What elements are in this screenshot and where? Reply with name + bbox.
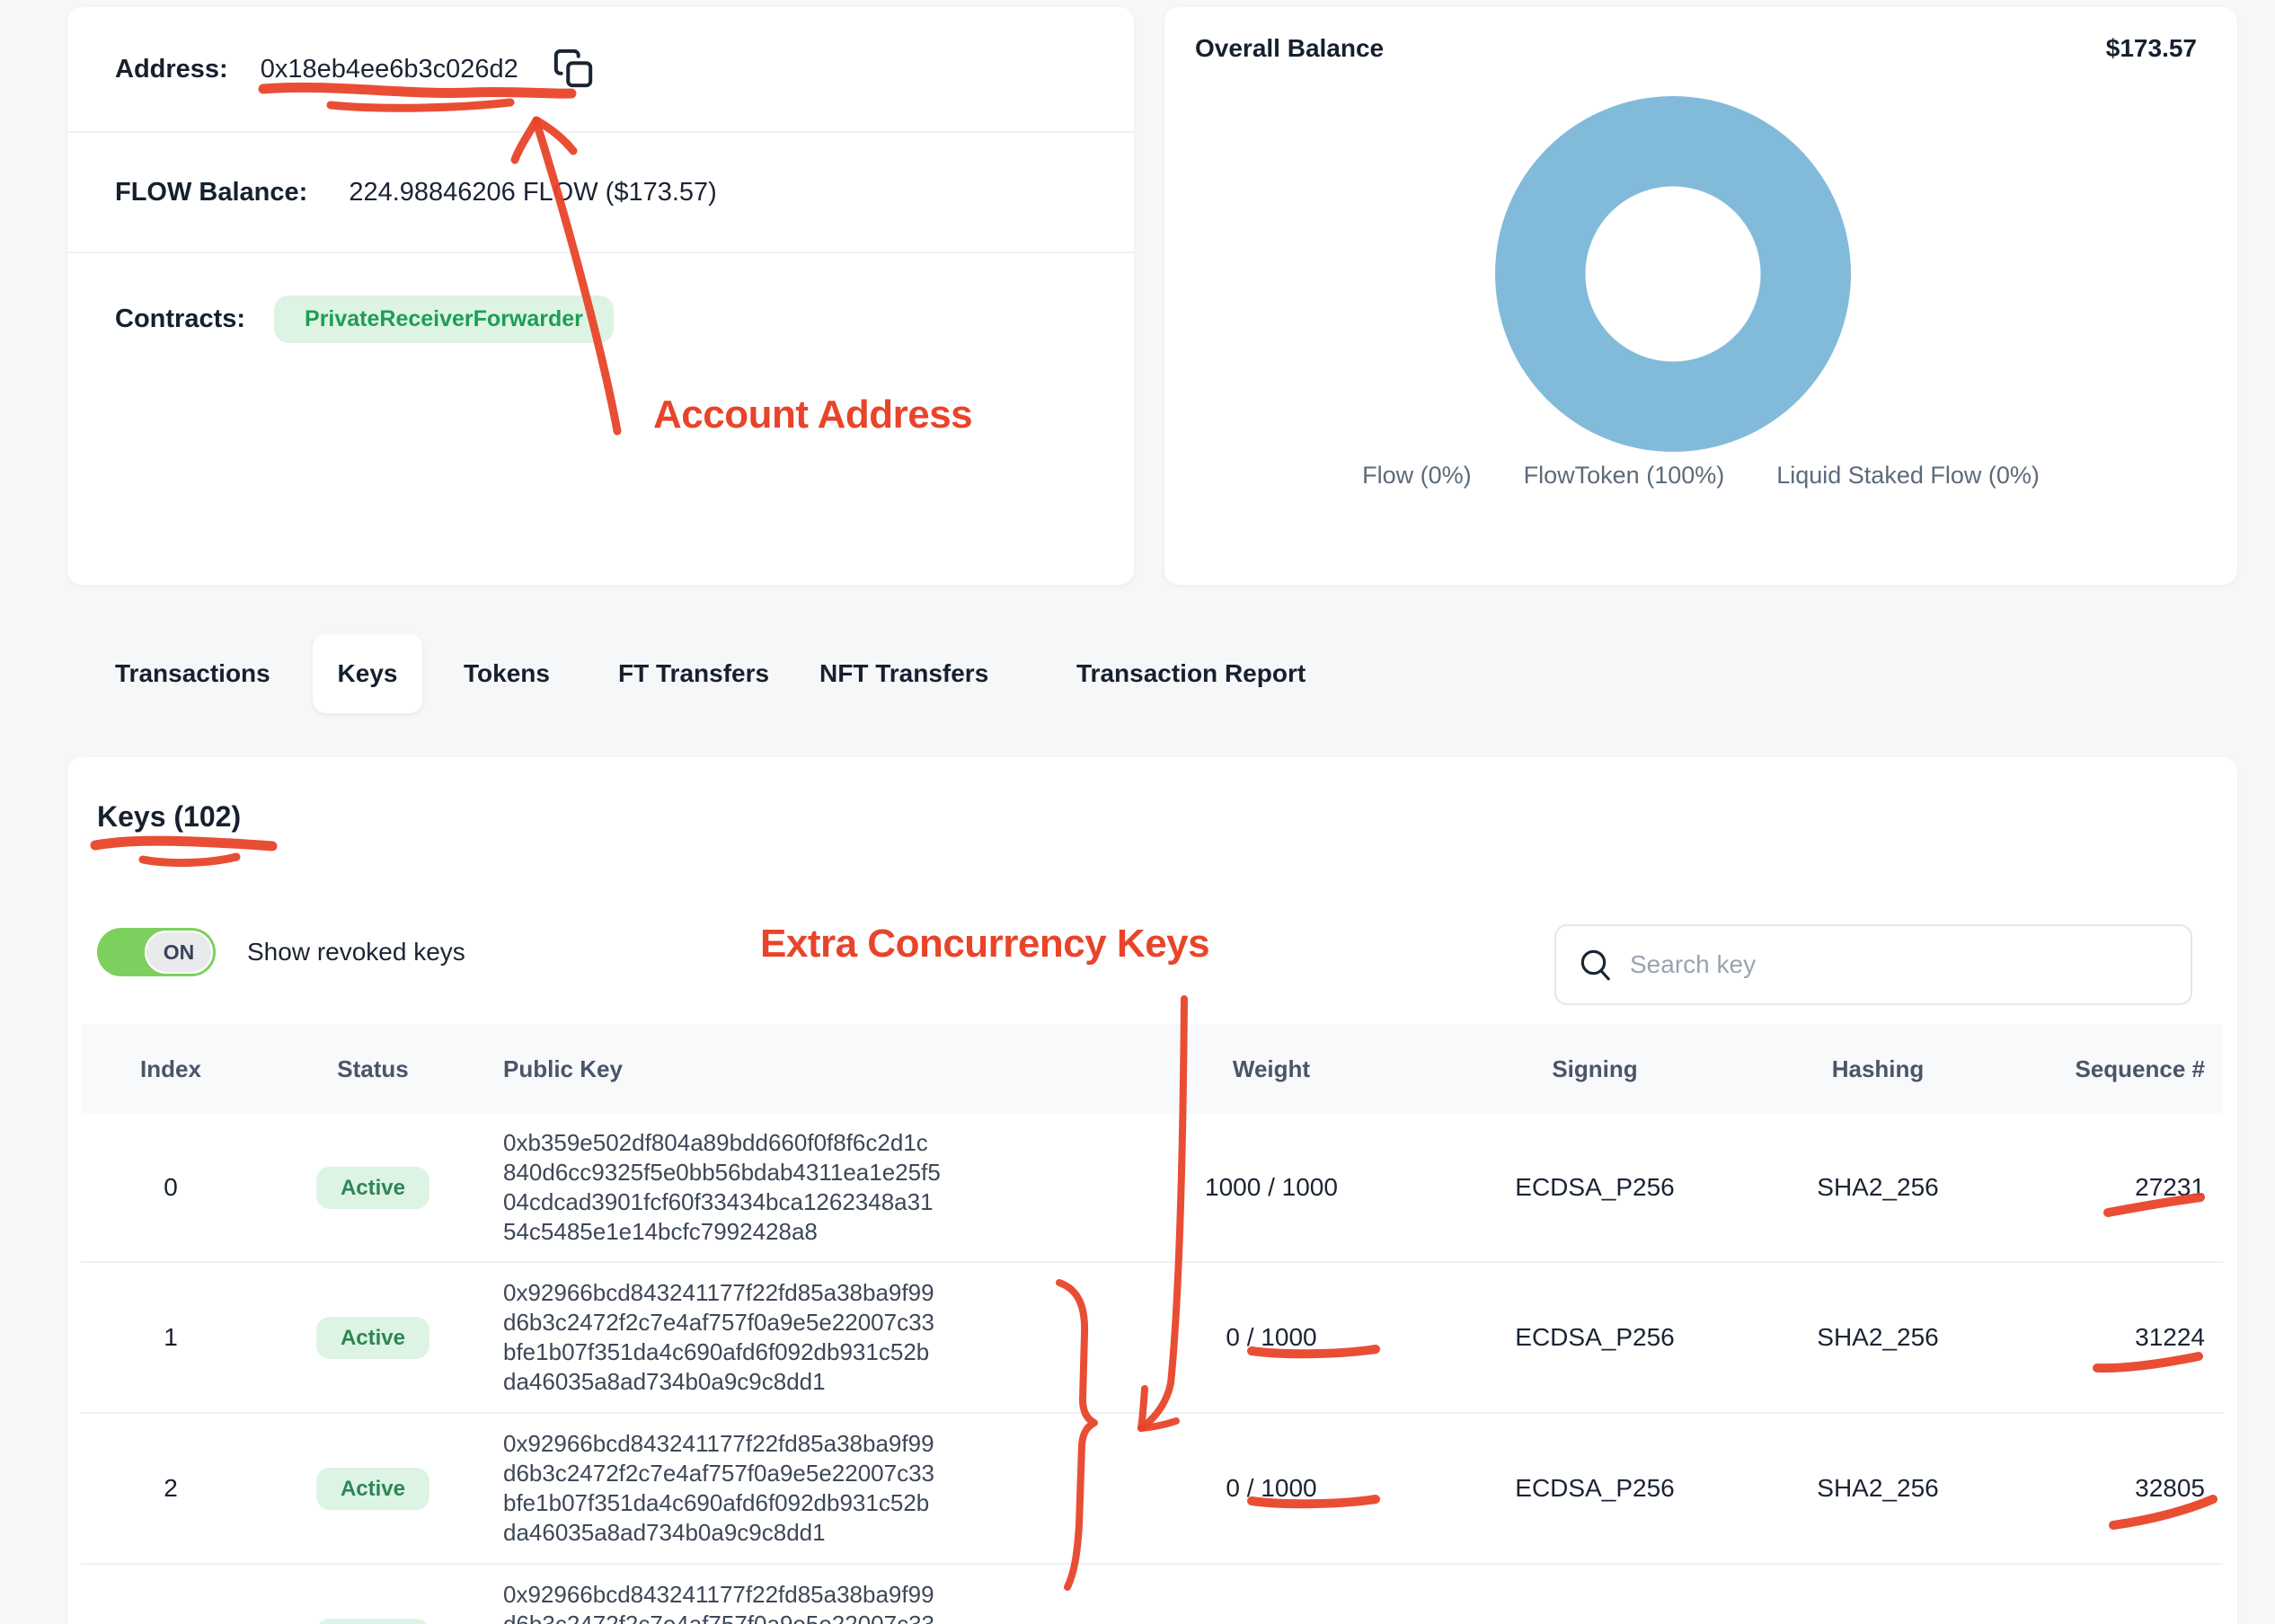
- header-status: Status: [337, 1055, 409, 1082]
- tab-transactions[interactable]: Transactions: [115, 659, 270, 687]
- tab-ft-transfers[interactable]: FT Transfers: [618, 659, 770, 687]
- header-hashing: Hashing: [1831, 1055, 1925, 1082]
- flow-balance-value: 224.98846206 FLOW ($173.57): [349, 177, 717, 207]
- status-badge: Active: [315, 1467, 430, 1510]
- key-weight: 0 / 1000: [1226, 1474, 1317, 1502]
- key-signing: ECDSA_P256: [1515, 1474, 1675, 1502]
- key-sequence: 32805: [2135, 1474, 2205, 1502]
- public-key: 0x92966bcd843241177f22fd85a38ba9f99 d6b3…: [503, 1279, 935, 1395]
- header-sequence: Sequence #: [2075, 1055, 2205, 1082]
- key-hashing: SHA2_256: [1817, 1323, 1939, 1351]
- copy-address-button[interactable]: [553, 48, 594, 92]
- overall-balance-card: Overall Balance $173.57 Flow (0%) FlowTo…: [1164, 7, 2237, 585]
- table-row: 0 Active 0xb359e502df804a89bdd660f0f8f6c…: [81, 1114, 2223, 1263]
- show-revoked-keys-label: Show revoked keys: [247, 938, 465, 966]
- show-revoked-keys-toggle[interactable]: ON: [97, 928, 216, 976]
- public-key: 0x92966bcd843241177f22fd85a38ba9f99 d6b3…: [503, 1581, 935, 1624]
- key-signing: ECDSA_P256: [1515, 1173, 1675, 1201]
- address-value: 0x18eb4ee6b3c026d2: [260, 54, 518, 84]
- contract-badge[interactable]: PrivateReceiverForwarder: [274, 295, 614, 343]
- public-key: 0xb359e502df804a89bdd660f0f8f6c2d1c 840d…: [503, 1129, 941, 1245]
- address-label: Address:: [115, 54, 228, 84]
- balance-donut-chart: [1495, 96, 1851, 452]
- flow-balance-row: FLOW Balance: 224.98846206 FLOW ($173.57…: [67, 131, 1134, 253]
- key-index: 0: [164, 1173, 178, 1201]
- search-key-field: [1554, 924, 2192, 1005]
- header-public-key: Public Key: [503, 1055, 623, 1082]
- table-row: 1 Active 0x92966bcd843241177f22fd85a38ba…: [81, 1263, 2223, 1414]
- contracts-row: Contracts: PrivateReceiverForwarder: [67, 253, 1134, 384]
- status-badge: Active: [315, 1166, 430, 1209]
- search-key-input[interactable]: [1554, 924, 2192, 1005]
- header-signing: Signing: [1552, 1055, 1638, 1082]
- table-row: 3 Active 0x92966bcd843241177f22fd85a38ba…: [81, 1565, 2223, 1624]
- flow-balance-label: FLOW Balance:: [115, 177, 308, 207]
- keys-heading: Keys (102): [97, 800, 242, 833]
- tab-nft-transfers[interactable]: NFT Transfers: [819, 659, 989, 687]
- key-index: 1: [164, 1323, 178, 1351]
- key-sequence: 31224: [2135, 1323, 2205, 1351]
- keys-panel: Keys (102) ON Show revoked keys Index St…: [67, 757, 2237, 1624]
- legend-item-liquid-staked-flow: Liquid Staked Flow (0%): [1776, 462, 2040, 489]
- key-weight: 0 / 1000: [1226, 1323, 1317, 1351]
- key-hashing: SHA2_256: [1817, 1173, 1939, 1201]
- keys-table: Index Status Public Key Weight Signing H…: [81, 1024, 2223, 1624]
- tab-transaction-report[interactable]: Transaction Report: [1076, 659, 1306, 687]
- copy-icon: [553, 48, 594, 92]
- key-sequence: 27231: [2135, 1173, 2205, 1201]
- balance-card-amount: $173.57: [2105, 34, 2197, 62]
- balance-chart-legend: Flow (0%) FlowToken (100%) Liquid Staked…: [1164, 462, 2237, 490]
- key-hashing: SHA2_256: [1817, 1474, 1939, 1502]
- key-index: 2: [164, 1474, 178, 1502]
- balance-card-title: Overall Balance: [1195, 34, 1385, 62]
- contracts-label: Contracts:: [115, 304, 246, 333]
- toggle-knob: ON: [145, 931, 213, 974]
- key-weight: 1000 / 1000: [1205, 1173, 1338, 1201]
- legend-item-flowtoken: FlowToken (100%): [1523, 462, 1725, 489]
- status-badge: Active: [315, 1618, 430, 1624]
- address-row: Address: 0x18eb4ee6b3c026d2: [67, 7, 1134, 131]
- header-weight: Weight: [1232, 1055, 1311, 1082]
- balance-card-header: Overall Balance $173.57: [1164, 7, 2237, 63]
- table-row: 2 Active 0x92966bcd843241177f22fd85a38ba…: [81, 1414, 2223, 1565]
- public-key: 0x92966bcd843241177f22fd85a38ba9f99 d6b3…: [503, 1430, 935, 1546]
- key-signing: ECDSA_P256: [1515, 1323, 1675, 1351]
- account-info-card: Address: 0x18eb4ee6b3c026d2 FLOW Balance…: [67, 7, 1134, 585]
- tab-tokens[interactable]: Tokens: [464, 659, 550, 687]
- keys-table-header: Index Status Public Key Weight Signing H…: [81, 1024, 2223, 1114]
- tab-keys[interactable]: Keys: [313, 634, 422, 713]
- header-index: Index: [140, 1055, 201, 1082]
- account-tabs: Transactions Keys Tokens FT Transfers NF…: [0, 634, 2275, 713]
- status-badge: Active: [315, 1316, 430, 1359]
- legend-item-flow: Flow (0%): [1362, 462, 1472, 489]
